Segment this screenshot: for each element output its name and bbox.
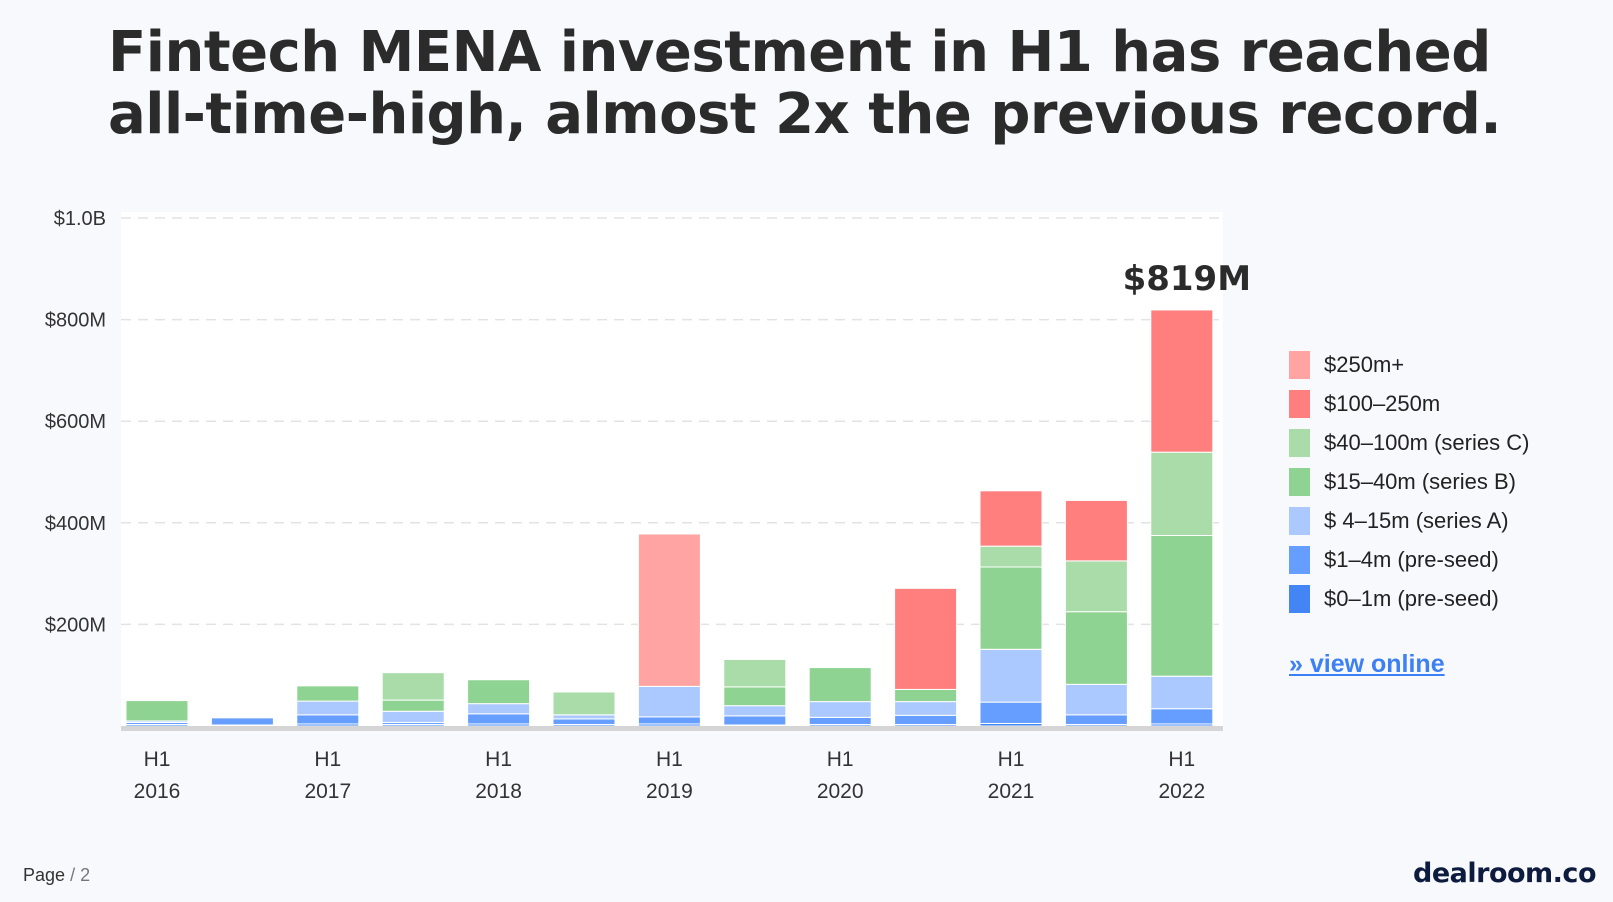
bar-segment	[1064, 683, 1128, 716]
x-tick-label: H1	[144, 748, 171, 771]
page-separator: /	[70, 865, 76, 885]
x-tick-label: H1	[827, 748, 854, 771]
legend-swatch	[1289, 350, 1310, 379]
bar-segment	[1150, 675, 1214, 710]
x-tick-label: H1	[1168, 748, 1195, 771]
bar-segment	[808, 701, 872, 718]
bar-segment	[1064, 499, 1128, 562]
page-indicator: Page / 2	[23, 865, 90, 886]
bar-segment	[1150, 535, 1214, 677]
bar-segment	[637, 685, 701, 718]
legend-label: $40–100m (series C)	[1324, 429, 1530, 455]
bar-segment	[210, 717, 274, 726]
bar-segment	[894, 587, 958, 690]
bar-segment	[723, 715, 787, 726]
bar-segment	[381, 672, 445, 701]
legend-item[interactable]: $ 4–15m (series A)	[1289, 501, 1529, 540]
bar-segment	[125, 700, 189, 722]
view-online-link[interactable]: » view online	[1289, 650, 1445, 678]
bar-segment	[1150, 309, 1214, 453]
legend-label: $0–1m (pre-seed)	[1324, 585, 1499, 611]
bar-segment	[552, 691, 616, 716]
y-tick-label: $800M	[45, 310, 106, 332]
legend-item[interactable]: $15–40m (series B)	[1289, 462, 1529, 501]
y-tick-label: $200M	[45, 614, 106, 636]
legend-label: $100–250m	[1324, 390, 1441, 416]
bar-segment	[894, 688, 958, 703]
bar-segment	[467, 703, 531, 715]
legend-swatch	[1289, 545, 1310, 574]
total-annotation: $819M	[1123, 259, 1251, 299]
bar-segment	[296, 714, 360, 725]
bar-segment	[1064, 560, 1128, 613]
chart-title-line-1: Fintech MENA investment in H1 has reache…	[108, 20, 1491, 85]
legend-swatch	[1289, 467, 1310, 496]
bar-segment	[381, 699, 445, 712]
bar-segment	[296, 700, 360, 716]
bar-segment	[552, 714, 616, 720]
bar-segment	[1150, 708, 1214, 725]
x-tick-label: 2021	[988, 780, 1035, 803]
chart-title-line-2: all-time-high, almost 2x the previous re…	[108, 82, 1502, 147]
legend-label: $15–40m (series B)	[1324, 468, 1516, 494]
y-tick-label: $400M	[45, 513, 106, 535]
x-tick-label: H1	[656, 748, 683, 771]
bar-segment	[723, 705, 787, 717]
legend-swatch	[1289, 506, 1310, 535]
bar-segment	[723, 686, 787, 707]
bar-segment	[808, 716, 872, 725]
bar-segment	[808, 667, 872, 703]
bar-segment	[381, 710, 445, 723]
bar-segment	[552, 718, 616, 725]
page-label: Page	[23, 865, 66, 885]
x-axis-baseline	[121, 726, 1223, 731]
x-tick-label: H1	[998, 748, 1025, 771]
legend-label: $250m+	[1324, 351, 1405, 377]
bar-segment	[637, 716, 701, 725]
x-tick-label: 2016	[134, 780, 181, 803]
bar-segment	[637, 533, 701, 687]
legend-label: $ 4–15m (series A)	[1324, 507, 1509, 533]
x-tick-label: 2022	[1158, 780, 1205, 803]
x-tick-label: 2017	[304, 780, 351, 803]
x-tick-label: 2020	[817, 780, 864, 803]
legend-swatch	[1289, 584, 1310, 613]
bar-segment	[723, 658, 787, 688]
legend-label: $1–4m (pre-seed)	[1324, 546, 1499, 572]
bar-segment	[467, 713, 531, 725]
bar-segment	[467, 679, 531, 705]
dealroom-logo: dealroom.co	[1413, 858, 1596, 889]
legend-swatch	[1289, 428, 1310, 457]
x-tick-label: 2018	[475, 780, 522, 803]
bar-segment	[1150, 451, 1214, 536]
bar-segment	[894, 701, 958, 716]
bar-segment	[979, 490, 1043, 547]
bar-segment	[296, 685, 360, 702]
bar-segment	[979, 545, 1043, 568]
legend-item[interactable]: $250m+	[1289, 345, 1529, 384]
bar-segment	[1064, 611, 1128, 685]
x-tick-label: H1	[314, 748, 341, 771]
y-tick-label: $1.0B	[54, 208, 106, 230]
legend: $250m+ $100–250m $40–100m (series C) $15…	[1289, 345, 1529, 618]
legend-item[interactable]: $100–250m	[1289, 384, 1529, 423]
x-tick-label: H1	[485, 748, 512, 771]
bar-segment	[1064, 714, 1128, 725]
page-number: 2	[80, 865, 91, 885]
bar-segment	[894, 714, 958, 725]
bar-segment	[979, 701, 1043, 724]
legend-item[interactable]: $40–100m (series C)	[1289, 423, 1529, 462]
bar-segment	[979, 648, 1043, 703]
bar-segment	[979, 566, 1043, 650]
y-tick-label: $600M	[45, 411, 106, 433]
legend-swatch	[1289, 389, 1310, 418]
x-tick-label: 2019	[646, 780, 693, 803]
chart-title: Fintech MENA investment in H1 has reache…	[108, 20, 1502, 147]
legend-item[interactable]: $1–4m (pre-seed)	[1289, 540, 1529, 579]
legend-item[interactable]: $0–1m (pre-seed)	[1289, 579, 1529, 618]
